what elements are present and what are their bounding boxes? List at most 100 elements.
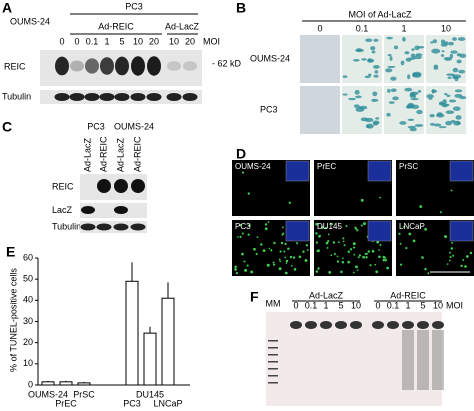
stained-cell — [402, 36, 406, 42]
positive-cell — [398, 232, 401, 235]
positive-cell — [421, 256, 424, 259]
positive-cell — [449, 251, 451, 254]
positive-cell — [382, 258, 386, 262]
positive-cell — [354, 227, 358, 230]
positive-cell — [378, 255, 381, 259]
row-label: OUMS-24 — [250, 53, 290, 63]
positive-cell — [355, 265, 358, 269]
positive-cell — [235, 271, 238, 275]
stained-cell — [452, 106, 461, 111]
positive-cell — [247, 233, 250, 236]
positive-cell — [280, 241, 284, 245]
blot-band — [183, 61, 197, 71]
y-tick-label: 10 — [23, 358, 33, 368]
lane-label: 10 — [169, 36, 179, 46]
column-label: 10 — [441, 23, 451, 33]
positive-cell — [347, 250, 351, 253]
stained-cell — [404, 51, 410, 55]
positive-cell — [285, 262, 288, 264]
panel-label: A — [2, 0, 12, 16]
stained-cell — [452, 37, 457, 41]
positive-cell — [272, 261, 275, 264]
stained-cell — [432, 39, 438, 44]
blot-band — [147, 56, 161, 76]
gel-band — [350, 321, 362, 329]
stained-cell — [456, 121, 461, 126]
control-label: OUMS-24 — [10, 16, 50, 26]
stained-cell — [372, 65, 380, 69]
positive-cell — [315, 241, 319, 244]
positive-cell — [460, 264, 463, 268]
positive-cell — [333, 252, 336, 255]
positive-cell — [353, 246, 356, 249]
panel-label: D — [236, 146, 246, 162]
stained-cell — [390, 76, 397, 81]
blot-band — [96, 223, 112, 231]
positive-cell — [264, 223, 268, 226]
lane-label: 0 — [74, 36, 79, 46]
stained-cell — [387, 65, 396, 68]
inset — [285, 160, 310, 182]
positive-cell — [288, 201, 291, 204]
positive-cell — [356, 229, 359, 232]
positive-cell — [247, 192, 250, 195]
positive-cell — [449, 255, 452, 259]
blot-band — [166, 93, 182, 101]
column-label: 0.1 — [356, 23, 369, 33]
positive-cell — [352, 271, 355, 274]
stained-cell — [445, 110, 455, 115]
marker-label: - 62 kD — [212, 58, 242, 68]
positive-cell — [444, 235, 448, 239]
stained-cell — [454, 93, 463, 98]
stained-cell — [450, 50, 458, 54]
stained-cell — [436, 113, 445, 118]
blot-band — [97, 179, 111, 193]
lane-label: 10 — [433, 300, 443, 310]
positive-cell — [353, 253, 356, 256]
stained-cell — [408, 57, 416, 60]
positive-cell — [405, 246, 408, 250]
stained-cell — [399, 121, 407, 125]
positive-cell — [316, 250, 318, 252]
stained-cell — [440, 54, 445, 57]
bar — [41, 381, 55, 386]
positive-cell — [403, 225, 406, 229]
stained-cell — [372, 91, 378, 97]
blot-band — [114, 206, 128, 214]
moi-label: MOI — [446, 300, 463, 310]
stained-cell — [433, 64, 439, 69]
stained-cell — [364, 117, 374, 123]
lane-label: 10 — [351, 300, 361, 310]
positive-cell — [367, 250, 371, 253]
group-label: PC3 — [87, 121, 105, 131]
marker-label: MM — [266, 298, 281, 308]
stained-cell — [431, 48, 441, 54]
stained-cell — [354, 90, 360, 95]
positive-cell — [279, 250, 282, 253]
positive-cell — [290, 264, 293, 267]
lane-label: 0 — [293, 300, 298, 310]
lane-label: 0 — [59, 36, 64, 46]
stained-cell — [405, 105, 413, 109]
positive-cell — [427, 272, 430, 275]
gel-band — [372, 321, 384, 329]
positive-cell — [327, 233, 330, 236]
y-tick-label: 30 — [23, 316, 33, 326]
lane-label: 5 — [420, 300, 425, 310]
stained-cell — [388, 101, 395, 104]
positive-cell — [305, 244, 309, 247]
lane-label: 0.1 — [387, 300, 400, 310]
positive-cell — [318, 234, 321, 238]
positive-cell — [424, 227, 428, 231]
positive-cell — [266, 263, 270, 267]
row-label: PC3 — [260, 104, 278, 114]
panel-title: MOI of Ad-LacZ — [348, 9, 412, 19]
positive-cell — [292, 256, 296, 259]
positive-cell — [273, 241, 276, 245]
stained-cell — [361, 58, 367, 61]
treatment-label: Ad-LacZ — [165, 21, 200, 31]
gel-band — [290, 321, 302, 329]
positive-cell — [452, 254, 455, 257]
y-tick-label: 50 — [23, 274, 33, 284]
lane-label: 1 — [323, 300, 328, 310]
